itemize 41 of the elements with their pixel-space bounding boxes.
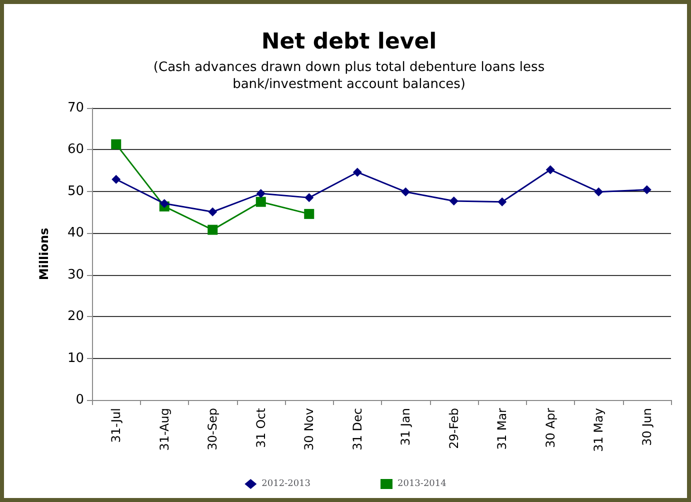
point (256, 196, 266, 207)
chart-subtitle: (Cash advances drawn down plus total debenture loans less bank/investment account balances) (153, 60, 545, 92)
y-tick-label: 50 (67, 184, 84, 199)
y-tick-label: 10 (67, 350, 84, 366)
point (401, 187, 410, 196)
point (208, 207, 218, 216)
point (594, 187, 604, 196)
y-tick-label: 30 (67, 267, 84, 282)
x-tick-label: 30 Nov (302, 408, 316, 451)
point (449, 196, 458, 206)
point (112, 174, 121, 184)
chart-title: Net debt level (261, 30, 437, 54)
point (352, 168, 362, 177)
point (642, 185, 652, 194)
y-tick-label: 40 (67, 226, 84, 241)
point (304, 208, 314, 219)
y-tick-label: 20 (67, 309, 84, 324)
x-tick-label: 29-Feb (446, 408, 461, 449)
x-tick-label: 31-Jul (109, 408, 124, 443)
x-tick-label: 30 Apr (543, 408, 558, 448)
point (304, 193, 314, 202)
x-tick-label: 31 Dec (350, 408, 364, 450)
legend-label: 2012-2013 (262, 479, 311, 489)
x-tick-label: 31 Oct (254, 408, 268, 448)
point (208, 224, 218, 235)
point (498, 197, 507, 206)
x-tick-label: 30 Jun (640, 408, 654, 446)
point (160, 199, 169, 208)
y-tick-label: 0 (76, 392, 84, 408)
x-tick-label: 30-Sep (206, 408, 220, 450)
point (546, 165, 555, 174)
x-tick-label: 31 Jan (398, 408, 413, 446)
point (256, 189, 266, 198)
point (111, 139, 122, 150)
y-tick-label: 60 (67, 142, 84, 158)
x-tick-label: 31-Aug (157, 408, 172, 451)
y-tick-label: 70 (67, 100, 84, 116)
x-tick-label: 31 May (592, 408, 606, 452)
x-tick-label: 31 Mar (495, 408, 510, 450)
legend-label: 2013-2014 (398, 479, 447, 489)
y-axis-title: Millions (37, 228, 51, 280)
